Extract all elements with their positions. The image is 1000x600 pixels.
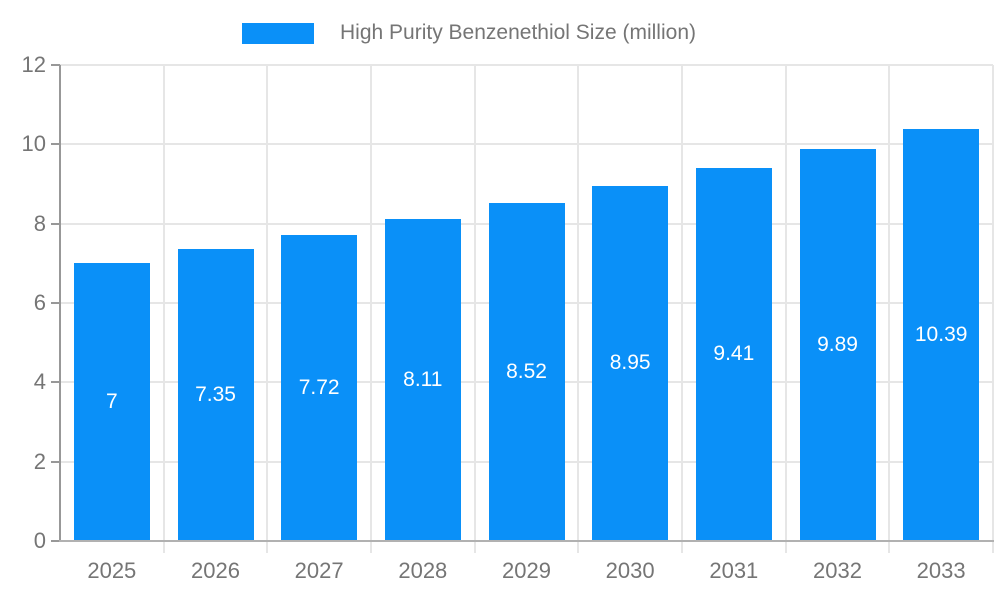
v-gridline <box>888 65 891 553</box>
y-tick-mark <box>51 302 60 304</box>
x-tick-label: 2030 <box>605 558 655 583</box>
bar-value-label: 9.41 <box>713 342 755 366</box>
bar-value-label: 8.52 <box>506 360 547 383</box>
y-tick-label: 2 <box>33 448 46 474</box>
v-gridline <box>162 65 165 553</box>
legend-label: High Purity Benzenethiol Size (million) <box>340 21 696 44</box>
v-gridline <box>266 65 269 553</box>
y-tick-mark <box>51 143 60 146</box>
y-tick-mark <box>51 540 60 542</box>
bar-value-label: 10.39 <box>914 322 968 346</box>
bar: 8.95 <box>592 185 669 541</box>
bar: 7.35 <box>177 249 254 541</box>
bar: 9.41 <box>695 167 772 541</box>
y-tick-mark <box>51 381 60 384</box>
bar: 8.52 <box>488 203 565 541</box>
v-gridline <box>473 65 476 553</box>
y-tick-label: 12 <box>21 52 46 77</box>
x-tick-label: 2033 <box>916 558 966 583</box>
bar: 7.72 <box>281 234 358 541</box>
y-tick-label: 6 <box>33 290 46 315</box>
h-gridline <box>60 64 993 66</box>
y-tick-label: 10 <box>21 131 46 157</box>
v-gridline <box>992 65 994 553</box>
bar: 10.39 <box>903 128 980 541</box>
y-tick-mark <box>51 460 60 463</box>
x-axis-line <box>59 540 994 542</box>
x-tick-label: 2028 <box>398 558 448 583</box>
x-tick-label: 2032 <box>813 558 862 583</box>
h-gridline <box>60 143 993 146</box>
y-tick-label: 0 <box>33 528 46 553</box>
v-gridline <box>784 65 787 553</box>
bar-value-label: 9.89 <box>817 332 858 356</box>
y-tick-mark <box>51 64 60 66</box>
bar: 8.11 <box>384 219 461 541</box>
x-tick-label: 2031 <box>709 558 759 583</box>
y-axis-line <box>59 65 61 541</box>
x-tick-label: 2026 <box>191 558 240 583</box>
v-gridline <box>577 65 580 553</box>
v-gridline <box>370 65 372 553</box>
x-tick-label: 2027 <box>294 558 344 583</box>
legend: High Purity Benzenethiol Size (million) <box>242 20 696 46</box>
x-tick-label: 2029 <box>502 558 551 583</box>
bar-value-label: 8.11 <box>403 368 443 392</box>
bar-value-label: 7.72 <box>298 375 340 399</box>
y-tick-label: 8 <box>33 210 46 236</box>
y-tick-mark <box>51 222 60 225</box>
bar: 9.89 <box>799 148 876 541</box>
legend-swatch <box>242 22 314 44</box>
bar-value-label: 8.95 <box>609 351 651 375</box>
bar: 7 <box>73 263 150 541</box>
x-tick-label: 2025 <box>87 558 137 583</box>
y-tick-label: 4 <box>33 369 46 395</box>
bar-value-label: 7 <box>105 390 118 414</box>
v-gridline <box>681 65 683 553</box>
bar-value-label: 7.35 <box>195 383 236 407</box>
